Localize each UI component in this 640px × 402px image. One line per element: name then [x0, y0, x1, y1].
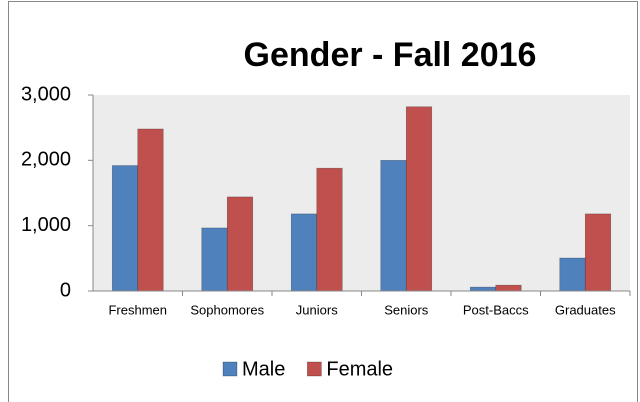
bar	[559, 257, 586, 292]
bar	[469, 286, 497, 292]
bar	[405, 106, 433, 292]
bar	[495, 284, 522, 292]
x-tick-label: Graduates	[555, 302, 616, 317]
x-tick-label: Seniors	[384, 302, 429, 317]
legend-swatch	[222, 361, 238, 377]
bar	[226, 196, 254, 292]
y-tick-label: 2,000	[21, 149, 71, 171]
bar	[290, 213, 318, 292]
chart-title: Gender - Fall 2016	[244, 36, 537, 74]
legend-label: Female	[326, 358, 393, 380]
x-tick-label: Juniors	[296, 302, 338, 317]
bar	[201, 227, 228, 292]
bar	[584, 213, 612, 292]
y-tick-label: 3,000	[21, 83, 71, 105]
x-tick-label: Freshmen	[108, 302, 167, 317]
legend-swatch	[307, 361, 322, 377]
bar	[111, 165, 139, 292]
bar	[137, 128, 164, 292]
x-tick-label: Sophomores	[190, 302, 264, 317]
legend-label: Male	[242, 358, 285, 380]
bar	[316, 167, 343, 292]
bar	[380, 160, 407, 292]
y-tick-label: 0	[60, 279, 71, 301]
x-tick-label: Post-Baccs	[463, 302, 529, 317]
plot-area	[93, 95, 630, 291]
y-tick-label: 1,000	[21, 214, 71, 236]
